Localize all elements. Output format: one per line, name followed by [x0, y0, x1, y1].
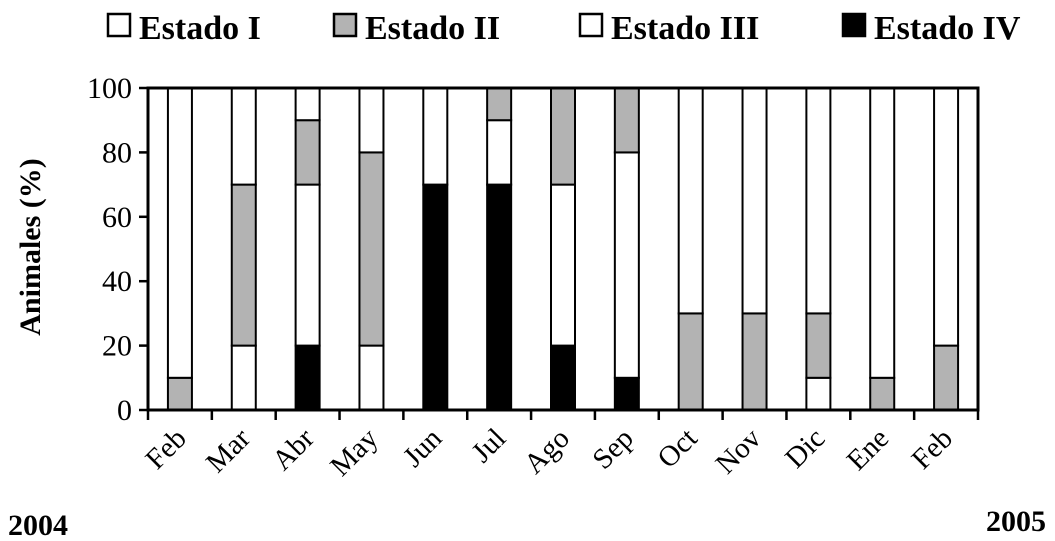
x-tick-label: Feb [906, 422, 959, 475]
bar-estado-ii-7 [613, 87, 640, 154]
bar-estado-i-0 [166, 87, 193, 379]
legend-swatch-estado-i [106, 12, 132, 38]
bar-estado-iv-4 [422, 183, 449, 411]
y-ticks: 0 20 40 60 80 100 [87, 72, 148, 427]
bar-estado-ii-0 [166, 376, 193, 411]
y-tick-label: 100 [87, 72, 132, 105]
bar-estado-i-9 [741, 87, 768, 315]
bar-estado-iv-2 [294, 344, 321, 412]
year-label-end: 2005 [986, 505, 1046, 538]
bar-estado-ii-3 [358, 151, 385, 347]
bar-estado-i-11 [869, 87, 896, 379]
x-tick-label: Jul [466, 422, 513, 469]
legend-label: Estado III [611, 10, 759, 47]
legend-label: Estado I [139, 10, 261, 47]
legend-swatch-estado-iv [841, 12, 867, 38]
y-tick-label: 40 [102, 265, 132, 298]
legend: Estado I Estado II Estado III Estado IV [106, 10, 1021, 47]
bar-estado-ii-12 [933, 344, 960, 412]
year-label-start: 2004 [8, 509, 68, 541]
bar-estado-iii-5 [486, 119, 513, 186]
bar-estado-iii-2 [294, 183, 321, 347]
bar-estado-ii-5 [486, 87, 513, 122]
bar-estado-iv-5 [486, 183, 513, 411]
bar-estado-i-8 [677, 87, 704, 315]
y-tick-label: 0 [117, 394, 132, 427]
bar-estado-iv-7 [613, 376, 640, 411]
x-tick-labels: Feb Mar Abr May Jun Jul Ago Sep Oct Nov Dic Ene Feb [139, 422, 959, 483]
x-tick-label: May [324, 422, 385, 483]
x-tick-label: Nov [710, 422, 768, 480]
bar-estado-ii-6 [550, 87, 576, 186]
legend-swatch-estado-iii [578, 12, 604, 38]
bar-estado-i-1 [230, 87, 257, 186]
bars [166, 87, 960, 412]
y-tick-label: 60 [102, 201, 132, 234]
bar-estado-iii-4 [422, 87, 449, 186]
bar-estado-i-10 [805, 87, 832, 315]
bar-estado-i-2 [294, 87, 321, 122]
bar-estado-iii-6 [550, 183, 576, 347]
plot-frame [146, 86, 980, 412]
bar-estado-i-12 [933, 87, 960, 347]
x-tick-label: Sep [586, 422, 639, 475]
legend-swatch-estado-ii [332, 12, 358, 38]
bar-estado-ii-8 [677, 312, 704, 411]
bar-estado-ii-2 [294, 119, 321, 186]
y-axis-title: Animales (%) [14, 158, 47, 335]
y-tick-label: 20 [102, 330, 132, 363]
x-tick-label: Dic [779, 422, 831, 474]
legend-label: Estado IV [874, 10, 1021, 47]
bar-estado-iii-1 [230, 344, 257, 412]
x-tick-label: Ene [841, 422, 896, 477]
y-tick-label: 80 [102, 136, 132, 169]
x-tick-label: Ago [518, 422, 576, 480]
x-tick-label: Feb [139, 422, 192, 475]
bar-estado-ii-9 [741, 312, 768, 411]
axes [146, 86, 980, 420]
x-tick-label: Abr [266, 422, 321, 477]
bar-estado-iii-3 [358, 344, 385, 412]
bar-estado-iii-10 [805, 376, 832, 411]
bar-estado-ii-10 [805, 312, 832, 379]
bar-estado-ii-11 [869, 376, 896, 411]
bar-estado-i-3 [358, 87, 385, 154]
bar-estado-iv-6 [550, 344, 576, 412]
x-tick-label: Jun [397, 422, 448, 473]
bar-estado-iii-7 [613, 151, 640, 379]
x-tick-label: Oct [651, 422, 703, 474]
legend-label: Estado II [365, 10, 500, 47]
x-tick-label: Mar [200, 422, 257, 479]
bar-estado-ii-1 [230, 183, 257, 347]
